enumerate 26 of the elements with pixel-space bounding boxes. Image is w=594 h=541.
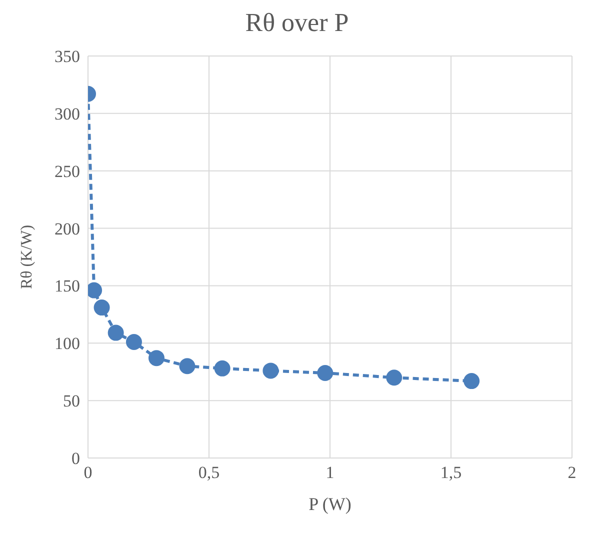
x-tick-label: 1,5 bbox=[440, 463, 462, 482]
point bbox=[148, 350, 164, 366]
x-tick-label: 0,5 bbox=[198, 463, 220, 482]
point bbox=[262, 362, 279, 379]
y-tick-label: 150 bbox=[54, 276, 80, 296]
point bbox=[108, 324, 124, 341]
y-tick-label: 0 bbox=[72, 449, 80, 468]
y-tick-label: 200 bbox=[54, 219, 80, 238]
point bbox=[386, 370, 402, 386]
point bbox=[94, 300, 110, 316]
point bbox=[179, 358, 196, 374]
y-tick-label: 350 bbox=[54, 47, 80, 66]
x-tick-label: 0 bbox=[84, 463, 92, 482]
y-tick-label: 100 bbox=[54, 334, 80, 354]
x-tick-label: 2 bbox=[568, 463, 576, 482]
y-tick-label: 50 bbox=[63, 392, 80, 411]
point bbox=[317, 365, 334, 382]
y-tick-label: 300 bbox=[54, 104, 80, 124]
point bbox=[464, 373, 480, 390]
chart-title: Rθ over P bbox=[244, 8, 350, 39]
x-tick-label: 1 bbox=[326, 463, 334, 482]
point bbox=[214, 360, 230, 376]
y-axis-title: Rθ (K/W) bbox=[18, 224, 36, 290]
point bbox=[126, 334, 142, 350]
x-axis-title: P (W) bbox=[308, 494, 352, 514]
y-tick-label: 250 bbox=[54, 162, 80, 181]
